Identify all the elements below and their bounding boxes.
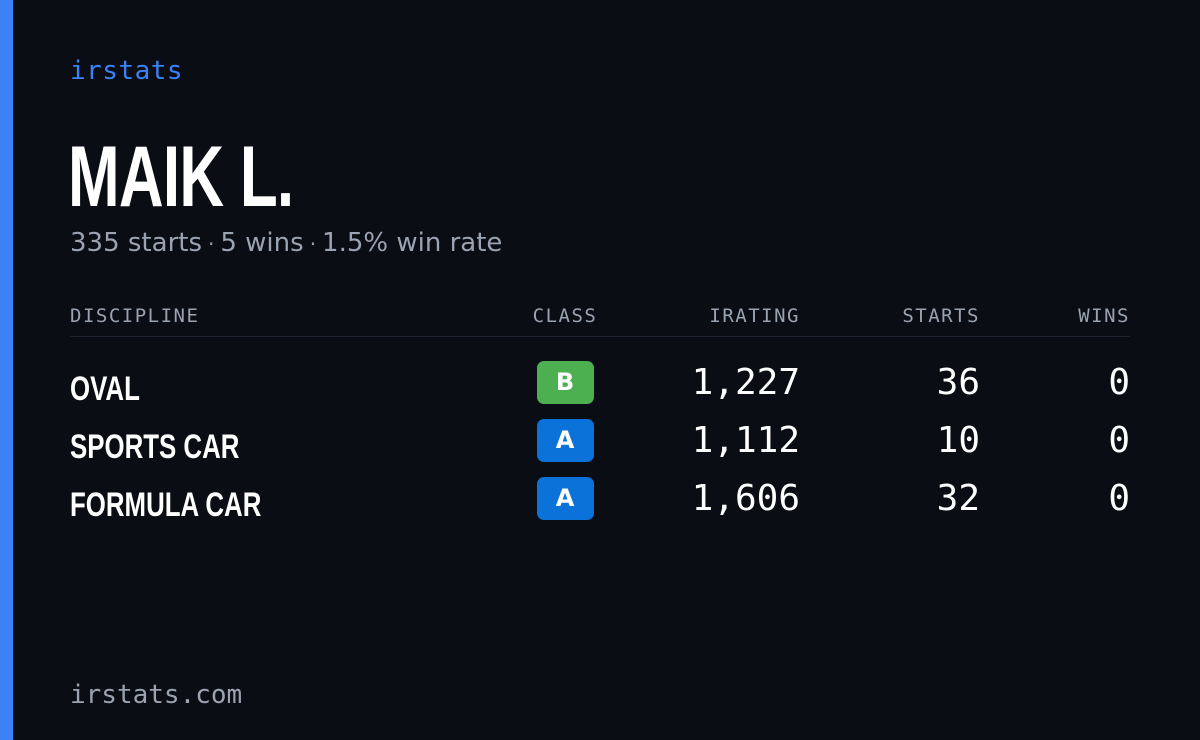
brand-logo: irstats [70,56,184,86]
discipline-name: OVAL [70,369,140,408]
class-badge: A [536,476,594,520]
driver-name: MAIK L. [68,129,294,225]
wins-value: 0 [1108,477,1130,519]
separator-dot: · [309,232,317,256]
accent-bar [0,0,13,740]
discipline-name: FORMULA CAR [70,485,262,524]
header-starts: STARTS [902,305,980,327]
irating-value: 1,606 [691,477,800,519]
starts-value: 32 [936,477,980,519]
header-class: CLASS [532,305,598,327]
starts-summary: 335 starts [70,228,202,258]
header-irating: IRATING [709,305,800,327]
irating-value: 1,227 [691,361,800,403]
starts-value: 10 [936,419,980,461]
table-body: OVAL B 1,227 36 0 SPORTS CAR A 1,112 10 … [70,337,1130,527]
class-badge: A [536,418,594,462]
discipline-name: SPORTS CAR [70,427,240,466]
footer-url: irstats.com [70,680,243,710]
wins-summary: 5 wins [220,228,304,258]
class-badge: B [536,360,594,404]
discipline-table: DISCIPLINE CLASS IRATING STARTS WINS OVA… [70,296,1130,527]
table-row: SPORTS CAR A 1,112 10 0 [70,411,1130,469]
table-header: DISCIPLINE CLASS IRATING STARTS WINS [70,296,1130,337]
table-row: FORMULA CAR A 1,606 32 0 [70,469,1130,527]
irating-value: 1,112 [691,419,800,461]
win-rate-summary: 1.5% win rate [322,228,503,258]
header-discipline: DISCIPLINE [70,305,200,327]
driver-summary: 335 starts · 5 wins · 1.5% win rate [70,228,502,258]
wins-value: 0 [1108,361,1130,403]
table-row: OVAL B 1,227 36 0 [70,353,1130,411]
starts-value: 36 [936,361,980,403]
separator-dot: · [208,232,215,256]
wins-value: 0 [1108,419,1130,461]
header-wins: WINS [1078,305,1130,327]
